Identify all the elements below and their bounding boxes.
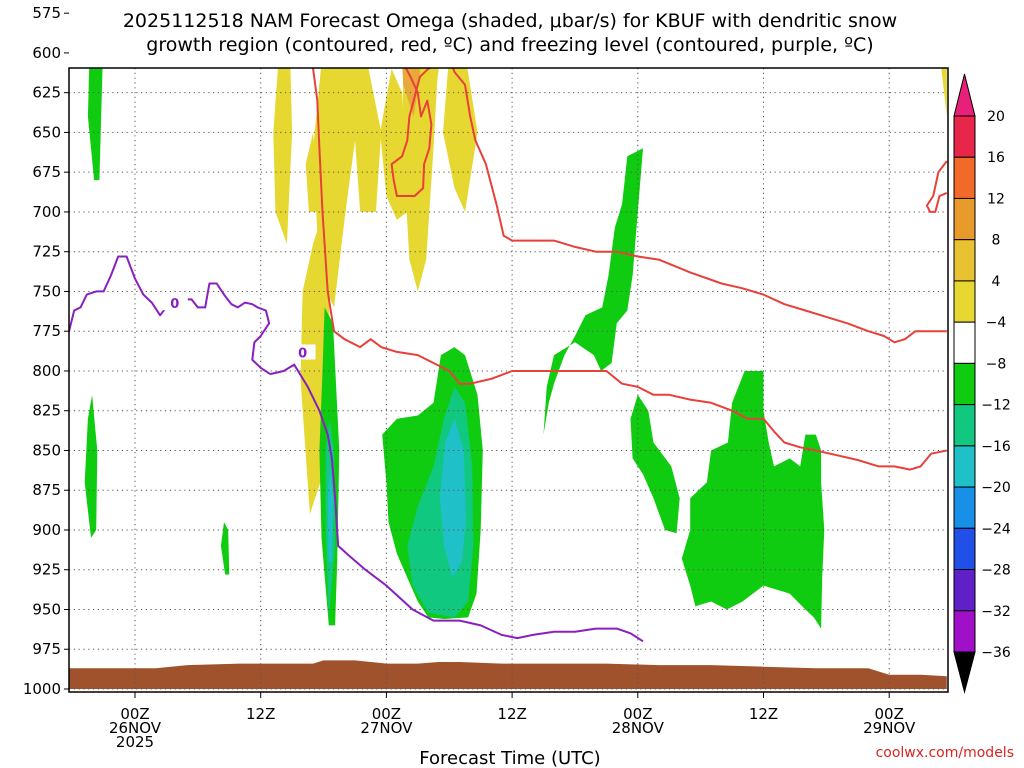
colorbar-label-10: −24: [981, 521, 1011, 537]
y-tick-label-750: 750: [32, 282, 61, 300]
y-tick-label-950: 950: [32, 600, 61, 618]
colorbar-segment-12: [953, 610, 976, 653]
colorbar-label-12: −32: [981, 604, 1011, 620]
freezing-contour-label-0: 0: [161, 295, 188, 312]
plot-frame: [68, 67, 949, 693]
colorbar-label-4: 4: [992, 274, 1001, 290]
y-tick-label-825: 825: [32, 402, 61, 420]
freezing-label-bg-0: [161, 295, 188, 311]
colorbar-segment-9: [953, 486, 976, 529]
x-tick-label-0-2: 2025: [116, 733, 154, 751]
colorbar-segment-5: [953, 321, 976, 364]
colorbar-segment-10: [953, 527, 976, 571]
colorbar-label-11: −28: [981, 563, 1011, 579]
y-tick-label-875: 875: [32, 481, 61, 499]
colorbar-label-13: −36: [981, 645, 1011, 661]
y-tick-label-650: 650: [32, 123, 61, 141]
x-tick-label-72-1: 29NOV: [863, 719, 916, 737]
y-tick-label-800: 800: [32, 362, 61, 380]
colorbar-segment-11: [953, 569, 976, 612]
y-tick-label-900: 900: [32, 521, 61, 539]
colorbar-label-6: −8: [986, 356, 1007, 372]
omega-region-green-17: [220, 522, 230, 575]
x-tick-label-48-0: 00Z: [623, 705, 652, 723]
omega-region-yellow-4: [305, 132, 319, 212]
terrain-fill: [69, 660, 947, 689]
y-tick-label-850: 850: [32, 441, 61, 459]
x-tick-label-72-0: 00Z: [875, 705, 904, 723]
dgz-contour-2: [390, 68, 947, 344]
x-tick-label-12-0: 12Z: [246, 705, 275, 723]
colorbar-label-5: −4: [986, 315, 1007, 331]
omega-region-green-21: [625, 211, 633, 276]
colorbar-label-3: 8: [992, 233, 1001, 249]
colorbar-segment-4: [953, 280, 976, 323]
omega-region-yellow-5: [273, 68, 293, 244]
colorbar-label-8: −16: [981, 439, 1011, 455]
freezing-contour-label-1: 0: [289, 344, 316, 361]
omega-region-green-20: [543, 148, 643, 435]
colorbar-segment-2: [953, 197, 976, 241]
freezing-contour-1: [269, 363, 644, 643]
colorbar-label-0: 20: [987, 109, 1005, 125]
colorbar-bottom-arrow: [953, 651, 976, 694]
y-tick-label-775: 775: [32, 322, 61, 340]
y-axis-pressure-ticks: 5255505756006256506757007257507758008258…: [23, 4, 69, 698]
y-tick-label-675: 675: [32, 163, 61, 181]
colorbar-segment-0: [953, 115, 976, 158]
freezing-label-text-0: 0: [170, 297, 179, 312]
omega-region-green-23: [681, 371, 825, 629]
colorbar-label-7: −12: [981, 398, 1011, 414]
x-tick-label-60-0: 12Z: [749, 705, 778, 723]
colorbar-segment-7: [953, 404, 976, 447]
x-tick-label-24-0: 00Z: [372, 705, 401, 723]
colorbar-segment-6: [953, 362, 976, 406]
colorbar-segment-1: [953, 156, 976, 199]
omega-region-orange-13: [402, 68, 420, 117]
freezing-label-bg-1: [289, 344, 316, 360]
omega-region-green-16: [84, 394, 98, 538]
chart-title-line-1: 2025112518 NAM Forecast Omega (shaded, μ…: [123, 10, 897, 32]
omega-region-green-22: [630, 394, 680, 534]
credit-text: coolwx.com/models: [876, 745, 1014, 761]
colorbar-segment-8: [953, 445, 976, 488]
omega-region-yellow-9: [436, 68, 439, 85]
x-tick-label-24-1: 27NOV: [360, 719, 413, 737]
omega-region-yellow-3: [313, 68, 382, 308]
x-tick-label-0-1: 26NOV: [109, 719, 162, 737]
colorbar-top-arrow: [953, 73, 976, 117]
y-tick-label-1000: 1000: [23, 680, 61, 698]
y-tick-label-600: 600: [32, 44, 61, 62]
chart-title-line-2: growth region (contoured, red, ºC) and f…: [146, 34, 873, 56]
freezing-contour-0: [69, 255, 271, 375]
colorbar-label-9: −20: [981, 480, 1011, 496]
colorbar-label-1: 16: [987, 150, 1005, 166]
x-axis-label: Forecast Time (UTC): [419, 748, 600, 768]
omega-region-cyan-27: [439, 418, 466, 578]
y-tick-label-700: 700: [32, 203, 61, 221]
colorbar-segment-3: [953, 239, 976, 282]
omega-colorbar: 20 16 12 8 4 −4 −8 −12 −16 −20 −24 −28 −32 −36: [953, 73, 1011, 694]
y-tick-label-925: 925: [32, 561, 61, 579]
omega-region-green-15: [87, 68, 103, 181]
omega-region-yellow-12: [941, 68, 947, 117]
colorbar-label-2: 12: [987, 191, 1005, 207]
x-tick-label-36-0: 12Z: [497, 705, 526, 723]
x-tick-label-48-1: 28NOV: [612, 719, 665, 737]
dgz-contour-3: [925, 160, 948, 213]
omega-region-yellow-7: [402, 68, 438, 292]
dgz-contour-0: [311, 68, 947, 471]
x-tick-label-0-0: 00Z: [120, 705, 149, 723]
y-tick-label-625: 625: [32, 84, 61, 102]
y-tick-label-575: 575: [32, 4, 61, 22]
y-tick-label-975: 975: [32, 640, 61, 658]
freezing-label-text-1: 0: [298, 346, 307, 361]
y-tick-label-725: 725: [32, 243, 61, 261]
